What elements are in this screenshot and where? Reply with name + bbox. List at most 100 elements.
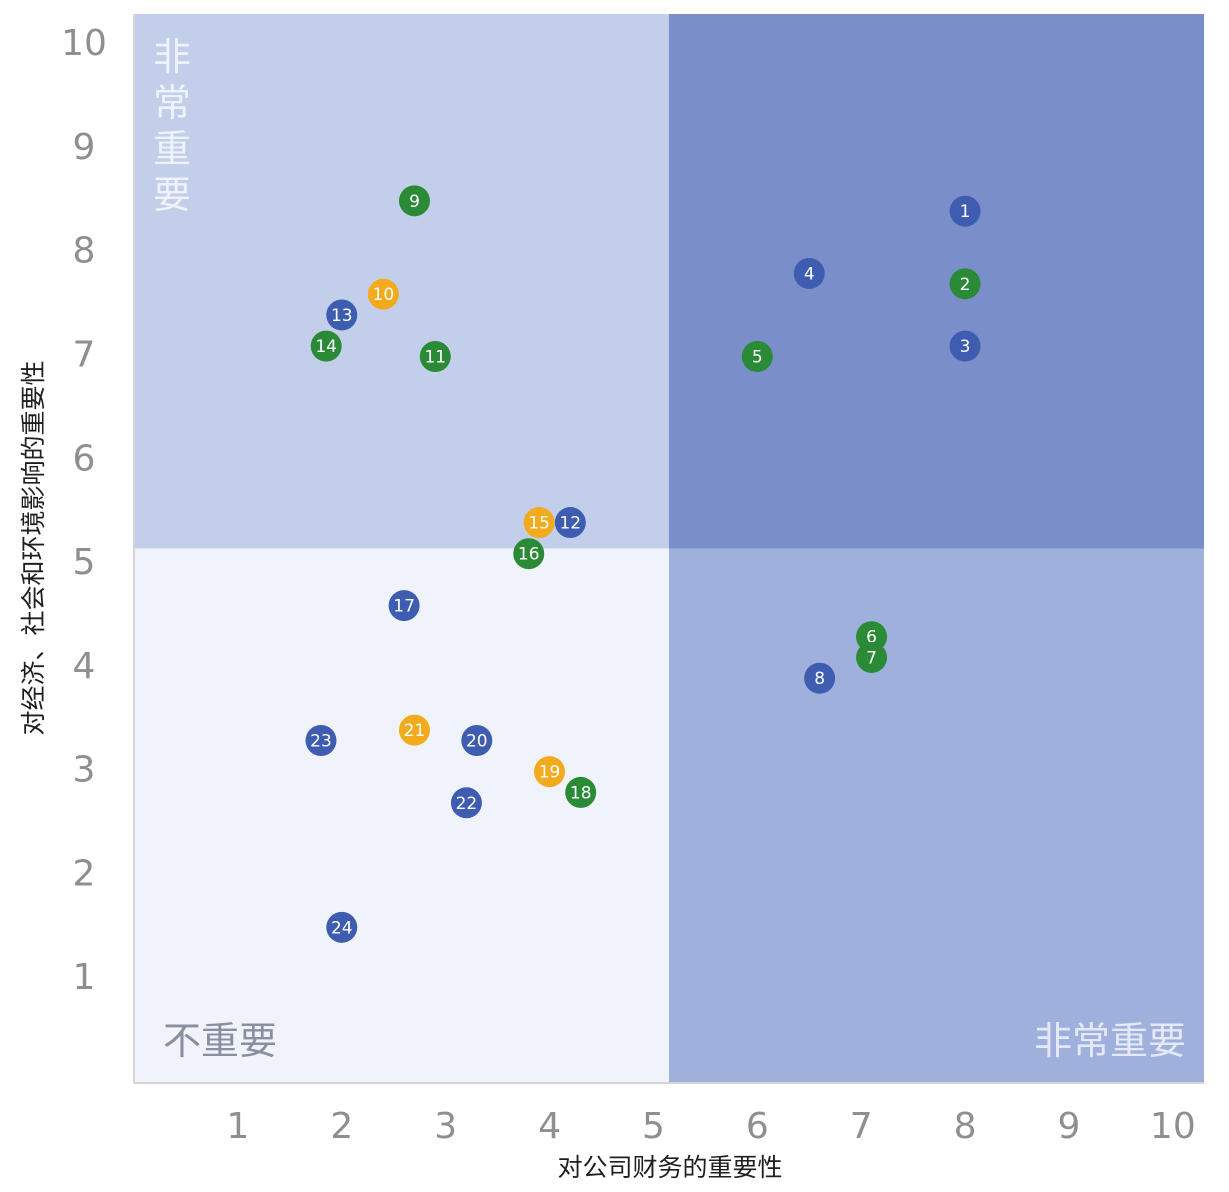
data-point: 24 (326, 911, 358, 943)
y-axis-title: 对经济、社会和环境影响的重要性 (19, 360, 48, 735)
data-point: 13 (326, 299, 358, 331)
data-point: 2 (949, 268, 981, 300)
data-point: 14 (310, 330, 342, 362)
data-point: 17 (388, 590, 420, 622)
data-point-marker (741, 340, 773, 372)
y-tick-label: 2 (73, 853, 96, 894)
data-point-label: 2 (960, 275, 971, 295)
data-point: 4 (793, 257, 825, 289)
data-point-marker (534, 756, 566, 788)
data-point-marker (565, 776, 597, 808)
data-point: 9 (398, 185, 430, 217)
y-tick-label: 1 (73, 957, 96, 998)
data-point-marker (949, 268, 981, 300)
x-tick-label: 5 (642, 1106, 665, 1147)
data-point-label: 8 (814, 669, 825, 689)
data-point-marker (513, 538, 545, 570)
x-tick-labels: 1 2 3 4 5 6 7 8 9 10 (226, 1106, 1195, 1147)
quadrant-top-left (134, 14, 669, 549)
data-point-marker (326, 299, 358, 331)
data-point-label: 12 (559, 514, 581, 534)
quadrant-label-bottom-left: 不重要 (163, 1019, 277, 1063)
quadrant-label-bottom-right: 非常重要 (1034, 1019, 1186, 1063)
y-tick-label: 8 (73, 231, 96, 272)
data-point-marker (310, 330, 342, 362)
data-point: 7 (856, 641, 888, 673)
data-point: 1 (949, 195, 981, 227)
data-point-marker (949, 195, 981, 227)
y-tick-label: 10 (61, 23, 107, 64)
data-point-marker (305, 725, 337, 757)
y-tick-label: 3 (73, 750, 96, 791)
data-point-marker (326, 911, 358, 943)
data-point-label: 9 (409, 192, 420, 212)
quadrant-backgrounds (134, 14, 1204, 1083)
x-tick-label: 3 (434, 1106, 457, 1147)
data-point-marker (856, 641, 888, 673)
data-point-marker (804, 662, 836, 694)
data-point: 16 (513, 538, 545, 570)
data-point-label: 6 (866, 628, 877, 648)
x-tick-label: 7 (850, 1106, 873, 1147)
data-point-marker (554, 507, 586, 539)
data-point: 19 (534, 756, 566, 788)
data-point-label: 16 (518, 545, 540, 565)
data-point-marker (949, 330, 981, 362)
data-point-label: 15 (528, 514, 550, 534)
data-point: 12 (554, 507, 586, 539)
data-point-label: 22 (456, 794, 478, 814)
data-point-label: 21 (404, 721, 426, 741)
x-tick-label: 9 (1057, 1106, 1080, 1147)
x-tick-label: 1 (226, 1106, 249, 1147)
y-tick-label: 4 (73, 646, 96, 687)
data-point: 10 (367, 278, 399, 310)
x-tick-label: 8 (954, 1106, 977, 1147)
data-point-marker (461, 725, 493, 757)
data-point-marker (523, 507, 555, 539)
data-point-label: 13 (331, 306, 353, 326)
axes (133, 14, 1204, 1084)
data-point: 15 (523, 507, 555, 539)
x-tick-label: 6 (746, 1106, 769, 1147)
y-tick-label: 7 (73, 334, 96, 375)
quadrant-top-right (669, 14, 1204, 549)
y-tick-labels: 1 2 3 4 5 6 7 8 9 10 (61, 23, 107, 998)
data-point-label: 18 (570, 783, 592, 803)
data-point: 11 (419, 340, 451, 372)
data-point-label: 11 (424, 347, 446, 367)
data-point: 22 (450, 787, 482, 819)
y-tick-label: 6 (73, 438, 96, 479)
y-tick-label: 9 (73, 127, 96, 168)
x-tick-label: 10 (1150, 1106, 1196, 1147)
data-point-marker (398, 185, 430, 217)
data-point-label: 7 (866, 648, 877, 668)
data-point: 8 (804, 662, 836, 694)
data-point-marker (398, 714, 430, 746)
data-point-marker (793, 257, 825, 289)
y-tick-label: 5 (73, 542, 96, 583)
x-axis-title: 对公司财务的重要性 (557, 1153, 782, 1182)
data-point-label: 20 (466, 732, 488, 752)
data-point-label: 3 (960, 337, 971, 357)
data-point-label: 24 (331, 918, 353, 938)
data-point-label: 10 (373, 285, 395, 305)
data-point-label: 23 (310, 732, 332, 752)
data-point-marker (388, 590, 420, 622)
data-point-label: 17 (393, 597, 415, 617)
data-point: 3 (949, 330, 981, 362)
data-point-label: 19 (539, 763, 561, 783)
data-point: 23 (305, 725, 337, 757)
data-point-label: 4 (804, 264, 815, 284)
data-point-label: 5 (752, 347, 763, 367)
data-point: 5 (741, 340, 773, 372)
x-tick-label: 2 (330, 1106, 353, 1147)
data-point: 21 (398, 714, 430, 746)
quadrant-bottom-left (134, 548, 669, 1083)
data-point-label: 14 (315, 337, 337, 357)
quadrant-bottom-right (669, 548, 1204, 1083)
data-point-label: 1 (960, 202, 971, 222)
data-point: 20 (461, 725, 493, 757)
data-point: 18 (565, 776, 597, 808)
